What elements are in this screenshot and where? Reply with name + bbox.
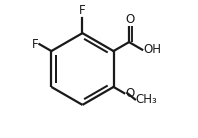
Text: OH: OH bbox=[143, 43, 161, 56]
Text: CH₃: CH₃ bbox=[136, 93, 157, 106]
Text: F: F bbox=[79, 4, 86, 17]
Text: O: O bbox=[126, 13, 135, 26]
Text: O: O bbox=[125, 87, 134, 100]
Text: F: F bbox=[32, 38, 39, 51]
